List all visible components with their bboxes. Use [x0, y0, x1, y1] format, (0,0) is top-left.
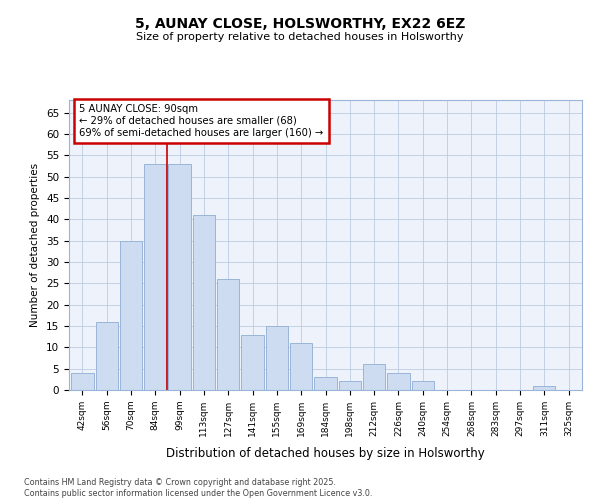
Bar: [363, 364, 385, 390]
Text: Size of property relative to detached houses in Holsworthy: Size of property relative to detached ho…: [136, 32, 464, 42]
Bar: [95, 322, 118, 390]
Text: 5 AUNAY CLOSE: 90sqm
← 29% of detached houses are smaller (68)
69% of semi-detac: 5 AUNAY CLOSE: 90sqm ← 29% of detached h…: [79, 104, 323, 138]
Bar: [412, 382, 434, 390]
Bar: [533, 386, 556, 390]
Bar: [120, 240, 142, 390]
Bar: [217, 279, 239, 390]
Bar: [387, 373, 410, 390]
Bar: [338, 382, 361, 390]
Text: 5, AUNAY CLOSE, HOLSWORTHY, EX22 6EZ: 5, AUNAY CLOSE, HOLSWORTHY, EX22 6EZ: [135, 18, 465, 32]
Text: Contains HM Land Registry data © Crown copyright and database right 2025.
Contai: Contains HM Land Registry data © Crown c…: [24, 478, 373, 498]
X-axis label: Distribution of detached houses by size in Holsworthy: Distribution of detached houses by size …: [166, 447, 485, 460]
Bar: [314, 377, 337, 390]
Bar: [71, 373, 94, 390]
Bar: [266, 326, 288, 390]
Bar: [290, 343, 313, 390]
Bar: [241, 334, 264, 390]
Bar: [193, 215, 215, 390]
Bar: [169, 164, 191, 390]
Y-axis label: Number of detached properties: Number of detached properties: [31, 163, 40, 327]
Bar: [144, 164, 166, 390]
